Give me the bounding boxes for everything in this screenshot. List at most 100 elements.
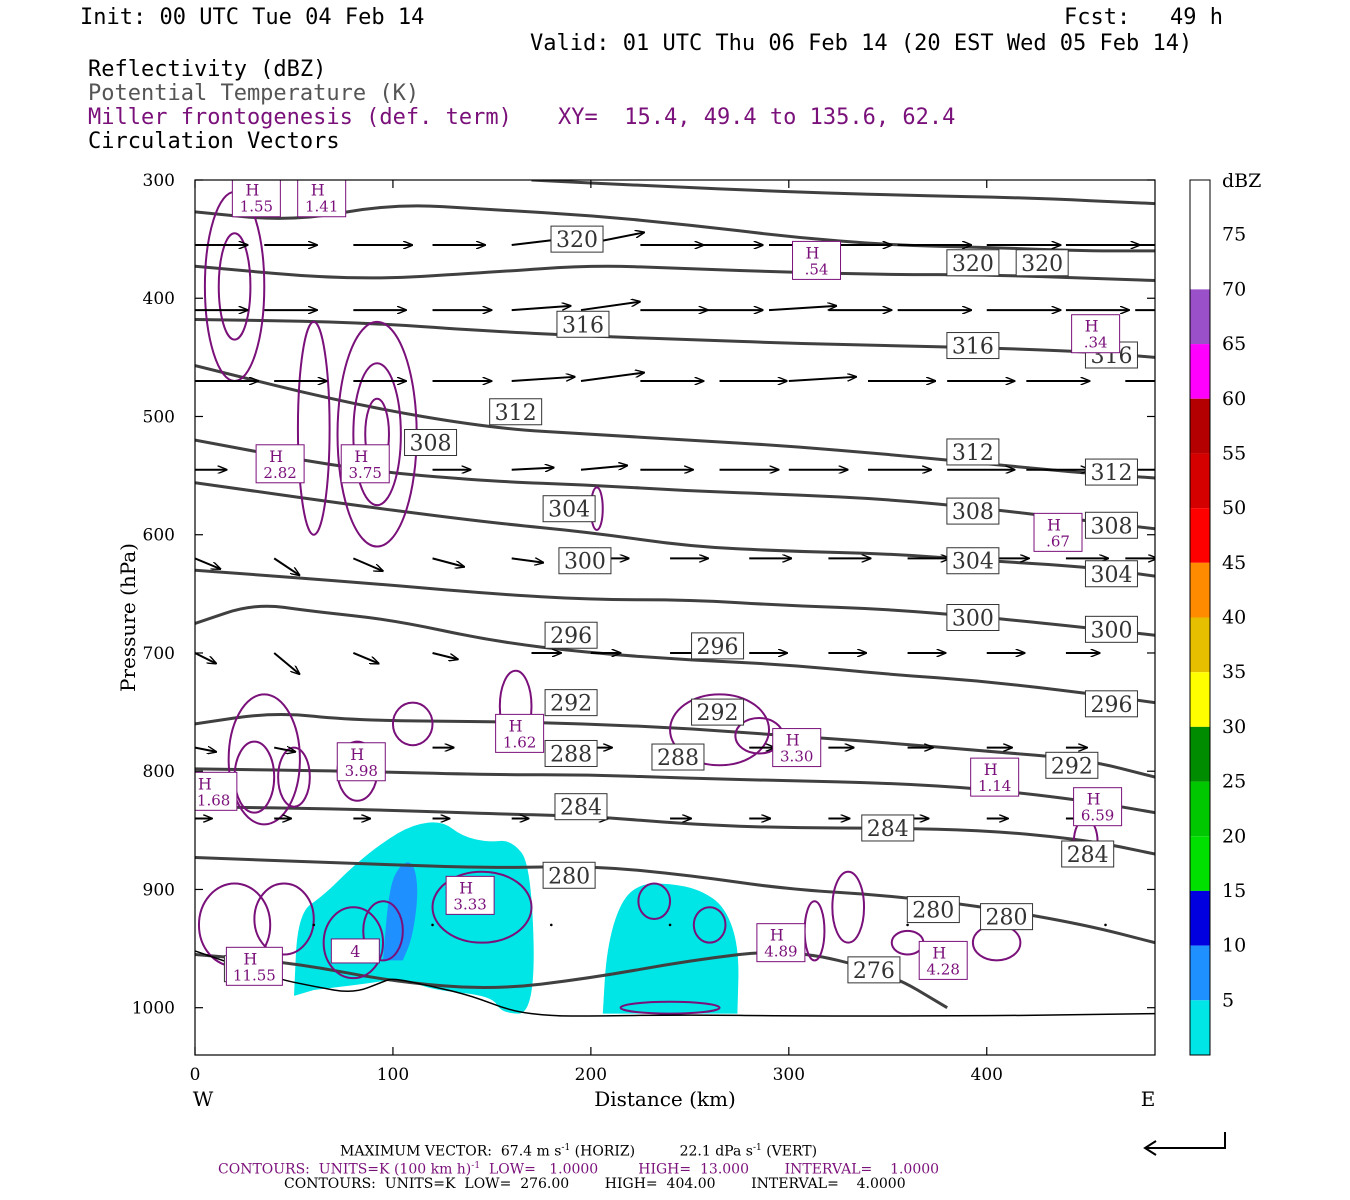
theta-label: 292 (1051, 754, 1093, 779)
frontogenesis-max-value: 4.89 (764, 943, 797, 961)
reference-vector-icon (1143, 1132, 1226, 1156)
colorbar-segment (1190, 1000, 1210, 1055)
theta-label: 320 (952, 252, 994, 277)
frontogenesis-max-value: 4.28 (927, 960, 960, 978)
circulation-vector (580, 465, 627, 471)
theta-label: 300 (952, 607, 994, 632)
frontogenesis-max-marker: H (1085, 317, 1099, 336)
circulation-vector (580, 373, 644, 383)
colorbar-segment (1190, 398, 1210, 454)
theta-label: 312 (952, 441, 994, 466)
frontogenesis-max-marker: H (509, 716, 523, 735)
frontogenesis-max-box (792, 240, 842, 280)
frontogenesis-contour-11 (227, 693, 301, 826)
frontogenesis-contour-5 (352, 362, 402, 507)
frontogenesis-max-box (195, 771, 238, 811)
frontogenesis-max-marker: H (354, 447, 368, 466)
y-tick-label: 400 (143, 289, 175, 309)
theta-label: 284 (560, 796, 602, 821)
colorbar-level-label: 60 (1222, 388, 1246, 410)
theta-label: 312 (495, 401, 537, 426)
y-tick-label: 1000 (132, 999, 175, 1019)
colorbar-level-label: 55 (1222, 442, 1246, 464)
colorbar-segment (1190, 890, 1210, 946)
theta-label-box (946, 604, 1000, 631)
colorbar-unit: dBZ (1222, 170, 1261, 192)
frontogenesis-max-marker: H (932, 943, 946, 962)
frontogenesis-max-box (255, 444, 305, 484)
frontogenesis-contour-28 (619, 1000, 721, 1015)
circulation-vector (511, 557, 544, 562)
circulation-vector (432, 652, 458, 659)
vector-dot (549, 923, 553, 927)
theta-label: 280 (548, 864, 590, 889)
init-time: Init: 00 UTC Tue 04 Feb 14 (80, 5, 425, 30)
frontogenesis-max-value: 3.33 (453, 895, 486, 913)
x-tick-label: 100 (377, 1065, 409, 1085)
theta-label: 280 (986, 906, 1028, 931)
frontogenesis-max-box (1033, 512, 1083, 552)
theta-label: 284 (1067, 843, 1109, 868)
theta-label: 304 (952, 550, 994, 575)
forecast-hour: Fcst: 49 h (1064, 5, 1223, 30)
frontogenesis-max-box (225, 946, 283, 986)
colorbar-level-label: 10 (1222, 935, 1246, 957)
frontogenesis-max-marker: H (459, 878, 473, 897)
theta-label-box (1045, 751, 1099, 779)
frontogenesis-max-box (336, 742, 386, 782)
x-tick-label: 200 (575, 1065, 607, 1085)
frontogenesis-max-marker: H (311, 181, 325, 200)
theta-label-box (1061, 840, 1115, 868)
theta-label-box (544, 621, 598, 649)
circulation-vector (768, 306, 836, 312)
frontogenesis-max-marker: H (806, 243, 820, 262)
frontogenesis-contour-23 (803, 900, 826, 962)
theta-label-box (847, 956, 901, 984)
frontogenesis-max-box (340, 444, 390, 484)
frontogenesis-max-box (495, 713, 545, 753)
theta-label-box (558, 547, 612, 575)
frontogenesis-max-value: 11.68 (187, 791, 230, 809)
reflectivity-area-3 (602, 883, 739, 1014)
theta-label: 280 (912, 899, 954, 924)
frontogenesis-max-box (756, 923, 806, 963)
x-axis-label: Distance (km) (594, 1087, 736, 1111)
terrain-layer (194, 950, 1156, 1017)
theta-label-box (542, 495, 596, 523)
vector-dot (1104, 923, 1107, 927)
frontogenesis-max-value: 1.41 (305, 198, 338, 216)
frontogenesis-contour-22 (692, 906, 727, 944)
theta-contour-320 (195, 264, 1155, 282)
frontogenesis-max-marker: H (269, 447, 283, 466)
frontogenesis-max-value: .34 (1084, 334, 1108, 352)
colorbar-segment (1190, 508, 1210, 563)
frontogenesis-contour-17 (253, 882, 315, 956)
frontogenesis-contour-24 (831, 870, 866, 944)
frontogenesis-max-box (970, 757, 1020, 797)
frontogenesis-contour-15 (391, 701, 434, 747)
theta-label: 308 (1090, 514, 1132, 539)
colorbar-segment (1190, 344, 1210, 399)
valid-time: Valid: 01 UTC Thu 06 Feb 14 (20 EST Wed … (530, 31, 1193, 56)
circulation-vector (511, 377, 575, 383)
theta-label: 316 (952, 335, 994, 360)
theta-contour-layer (195, 180, 1155, 1009)
theta-label-box (550, 225, 604, 253)
circulation-vector-layer (195, 232, 1155, 927)
theta-label-box (691, 698, 745, 726)
theta-contour-note: CONTOURS: UNITS=K LOW= 276.00 HIGH= 404.… (284, 1176, 906, 1192)
theta-label-box (1084, 511, 1138, 539)
theta-label-box (1084, 690, 1138, 718)
frontogenesis-max-value: 3.30 (780, 748, 813, 766)
theta-label: 320 (1021, 252, 1063, 277)
colorbar-level-label: 20 (1222, 825, 1246, 847)
colorbar-level-label: 25 (1222, 771, 1246, 793)
colorbar-frame (1189, 179, 1211, 1056)
theta-contour-276 (195, 951, 948, 1009)
colorbar-segment (1190, 617, 1210, 673)
field-reflectivity-title: Reflectivity (dBZ) (88, 57, 327, 82)
colorbar-segment (1190, 562, 1210, 618)
circulation-vector (273, 652, 299, 674)
theta-label: 300 (564, 550, 606, 575)
